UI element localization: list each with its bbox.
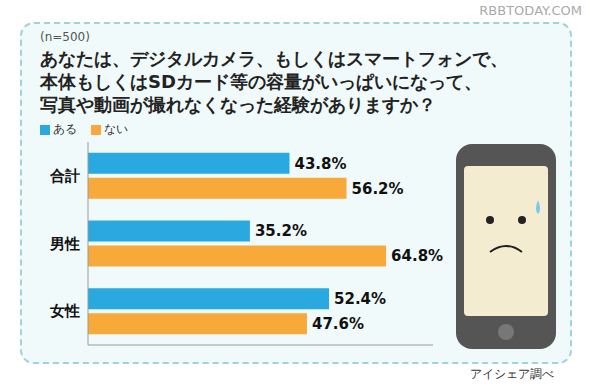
- html-text:(n=500): (n=500): [40, 30, 90, 44]
- svg-text:43.8%: 43.8%: [294, 155, 346, 173]
- svg-text:56.2%: 56.2%: [352, 180, 404, 198]
- svg-text:女性: 女性: [49, 302, 80, 320]
- html-text:ない: ない: [104, 122, 128, 136]
- svg-text:52.4%: 52.4%: [334, 290, 386, 308]
- html-text:アイシェア調べ: アイシェア調べ: [470, 367, 554, 381]
- svg-text:男性: 男性: [49, 235, 80, 253]
- svg-text:合計: 合計: [49, 167, 80, 185]
- svg-text:64.8%: 64.8%: [391, 247, 443, 265]
- html-text:RBBTODAY.COM: RBBTODAY.COM: [479, 3, 582, 18]
- html-text:写真や動画が撮れなくなった経験がありますか？: 写真や動画が撮れなくなった経験がありますか？: [40, 94, 436, 115]
- html-text:あなたは、デジタルカメラ、もしくはスマートフォンで、: あなたは、デジタルカメラ、もしくはスマートフォンで、: [40, 48, 508, 69]
- html-text:本体もしくはSDカード等の容量がいっぱいになって、: 本体もしくはSDカード等の容量がいっぱいになって、: [40, 71, 482, 92]
- svg-text:47.6%: 47.6%: [312, 315, 364, 333]
- svg-text:35.2%: 35.2%: [255, 222, 307, 240]
- html-text:ある: ある: [53, 122, 77, 136]
